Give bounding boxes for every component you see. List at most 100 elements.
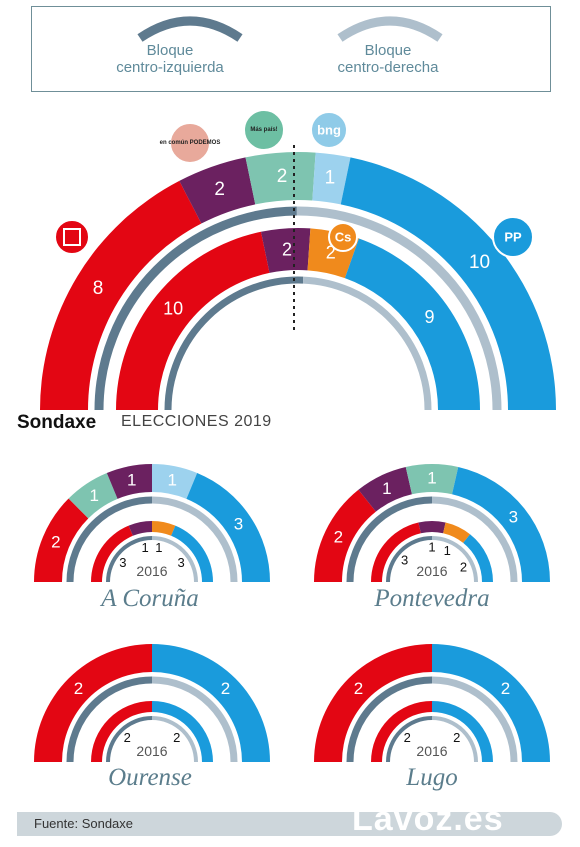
ourense-inner-segment-psoe	[91, 701, 152, 762]
region-label-lugo: Lugo	[406, 764, 458, 791]
ourense-bloc-left-arc	[66, 676, 153, 763]
main-outer-label-m-s-pa-s: 2	[277, 166, 288, 187]
main-inner-label-cs: 2	[326, 242, 336, 262]
ourense-inner-label-psoe: 2	[124, 730, 131, 745]
pontevedra-bloc-right-arc	[431, 496, 518, 583]
legend-arc-right	[337, 16, 443, 42]
pontevedra-outer-segment-en-com-n-podemos	[358, 466, 412, 512]
mas-pais-logo-text: Más país!	[250, 127, 277, 133]
chart-subtitle: ELECCIONES 2019	[121, 413, 272, 430]
pontevedra-inner-bloc-right-arc	[431, 536, 478, 583]
a-coru-a-outer-segment-en-com-n-podemos	[106, 464, 152, 499]
a-coru-a-outer-segment-psoe	[34, 498, 89, 582]
en-comun-podemos-logo-icon	[169, 122, 211, 164]
a-coru-a-outer-segment-m-s-pa-s	[68, 472, 118, 519]
a-coru-a-year-label: 2016	[136, 563, 167, 579]
region-label-ourense: Ourense	[108, 764, 192, 791]
lugo-outer-segment-pp	[432, 644, 550, 762]
region-label-pontevedra: Pontevedra	[374, 585, 490, 612]
a-coru-a-inner-bloc-right-arc	[151, 536, 198, 583]
pontevedra-outer-segment-pp	[452, 466, 550, 582]
pontevedra-inner-segment-en-com-n-podemos	[418, 521, 446, 534]
lugo-outer-label-psoe: 2	[354, 679, 363, 698]
pontevedra-outer-segment-psoe	[314, 489, 376, 582]
main-bloc-right-arc	[296, 206, 502, 411]
main-inner-bloc-left-arc	[164, 276, 304, 411]
pontevedra-outer-label-psoe: 2	[334, 527, 343, 546]
pontevedra-inner-bloc-left-arc	[386, 536, 433, 583]
pontevedra-inner-segment-pp	[463, 534, 493, 582]
legend-box	[31, 6, 551, 92]
main-outer-segment-m-s-pa-s	[245, 151, 316, 205]
lugo-inner-segment-psoe	[371, 701, 432, 762]
a-coru-a-inner-segment-cs	[152, 521, 176, 536]
legend-arc-left	[137, 16, 243, 42]
cs-logo-icon	[328, 222, 358, 252]
main-inner-bloc-right-arc	[302, 276, 432, 411]
lugo-outer-label-pp: 2	[501, 679, 510, 698]
main-outer-label-en-com-n-podemos: 2	[214, 179, 225, 200]
a-coru-a-outer-label-bng: 1	[168, 470, 177, 489]
a-coru-a-outer-label-psoe: 2	[51, 533, 60, 552]
a-coru-a-inner-segment-en-com-n-podemos	[128, 521, 152, 536]
ourense-outer-segment-psoe	[34, 644, 152, 762]
lugo-inner-bloc-left-arc	[386, 716, 433, 763]
main-outer-segment-bng	[312, 152, 351, 205]
ourense-outer-label-pp: 2	[221, 679, 230, 698]
source-text: Fuente: Sondaxe	[34, 816, 134, 831]
main-outer-segment-en-com-n-podemos	[179, 157, 256, 224]
a-coru-a-inner-segment-psoe	[91, 525, 133, 582]
pontevedra-bloc-left-arc	[346, 496, 433, 583]
a-coru-a-outer-label-en-com-n-podemos: 1	[127, 470, 136, 489]
ourense-bloc-right-arc	[151, 676, 238, 763]
main-bloc-left-arc	[94, 206, 297, 411]
psoe-logo-icon	[54, 219, 90, 255]
ourense-outer-label-psoe: 2	[74, 679, 83, 698]
lugo-outer-segment-psoe	[314, 644, 432, 762]
main-outer-segment-pp	[340, 157, 556, 410]
bng-logo-text: bng	[317, 123, 341, 138]
a-coru-a-inner-segment-pp	[171, 525, 213, 582]
lugo-year-label: 2016	[416, 743, 447, 759]
a-coru-a-outer-label-pp: 3	[234, 515, 243, 534]
a-coru-a-bloc-left-arc	[66, 496, 153, 583]
lugo-inner-bloc-right-arc	[431, 716, 478, 763]
ourense-inner-bloc-right-arc	[151, 716, 198, 763]
pontevedra-outer-segment-m-s-pa-s	[405, 463, 459, 495]
pontevedra-inner-label-psoe: 3	[401, 553, 408, 568]
brand-title: Sondaxe	[17, 412, 97, 433]
pontevedra-inner-segment-psoe	[371, 522, 421, 582]
main-inner-label-psoe: 10	[163, 298, 183, 318]
ourense-inner-bloc-left-arc	[106, 716, 153, 763]
ourense-inner-segment-pp	[152, 701, 213, 762]
pp-logo-icon	[492, 216, 534, 258]
main-outer-segment-psoe	[40, 180, 202, 410]
pontevedra-inner-label-pp: 2	[460, 559, 467, 574]
main-outer-label-psoe: 8	[93, 278, 104, 299]
region-label-a-coruna: A Coruña	[101, 585, 199, 612]
main-outer-label-pp: 10	[469, 252, 490, 273]
a-coru-a-inner-bloc-left-arc	[106, 536, 153, 583]
pontevedra-year-label: 2016	[416, 563, 447, 579]
legend-label-left: Bloque centro-izquierda	[116, 42, 224, 76]
psoe-rose-shape	[63, 228, 81, 246]
main-inner-segment-pp	[344, 238, 480, 410]
a-coru-a-outer-segment-bng	[152, 464, 198, 499]
lugo-inner-label-psoe: 2	[404, 730, 411, 745]
a-coru-a-outer-label-m-s-pa-s: 1	[89, 486, 98, 505]
source-bar	[17, 812, 562, 836]
main-outer-label-bng: 1	[325, 168, 336, 189]
lugo-inner-label-pp: 2	[453, 730, 460, 745]
watermark: Lavoz.es	[352, 800, 504, 838]
pontevedra-outer-label-en-com-n-podemos: 1	[382, 479, 391, 498]
a-coru-a-outer-segment-pp	[186, 472, 270, 582]
main-inner-segment-en-com-n-podemos	[260, 228, 311, 273]
lugo-bloc-right-arc	[431, 676, 518, 763]
en-comun-podemos-logo-text: en común PODEMOS	[160, 140, 221, 146]
a-coru-a-inner-label-pp: 3	[177, 555, 184, 570]
lugo-inner-segment-pp	[432, 701, 493, 762]
a-coru-a-inner-label-en-com-n-podemos: 1	[142, 540, 149, 555]
pontevedra-outer-label-pp: 3	[509, 508, 518, 527]
pontevedra-inner-label-en-com-n-podemos: 1	[428, 540, 435, 555]
a-coru-a-bloc-right-arc	[151, 496, 238, 583]
